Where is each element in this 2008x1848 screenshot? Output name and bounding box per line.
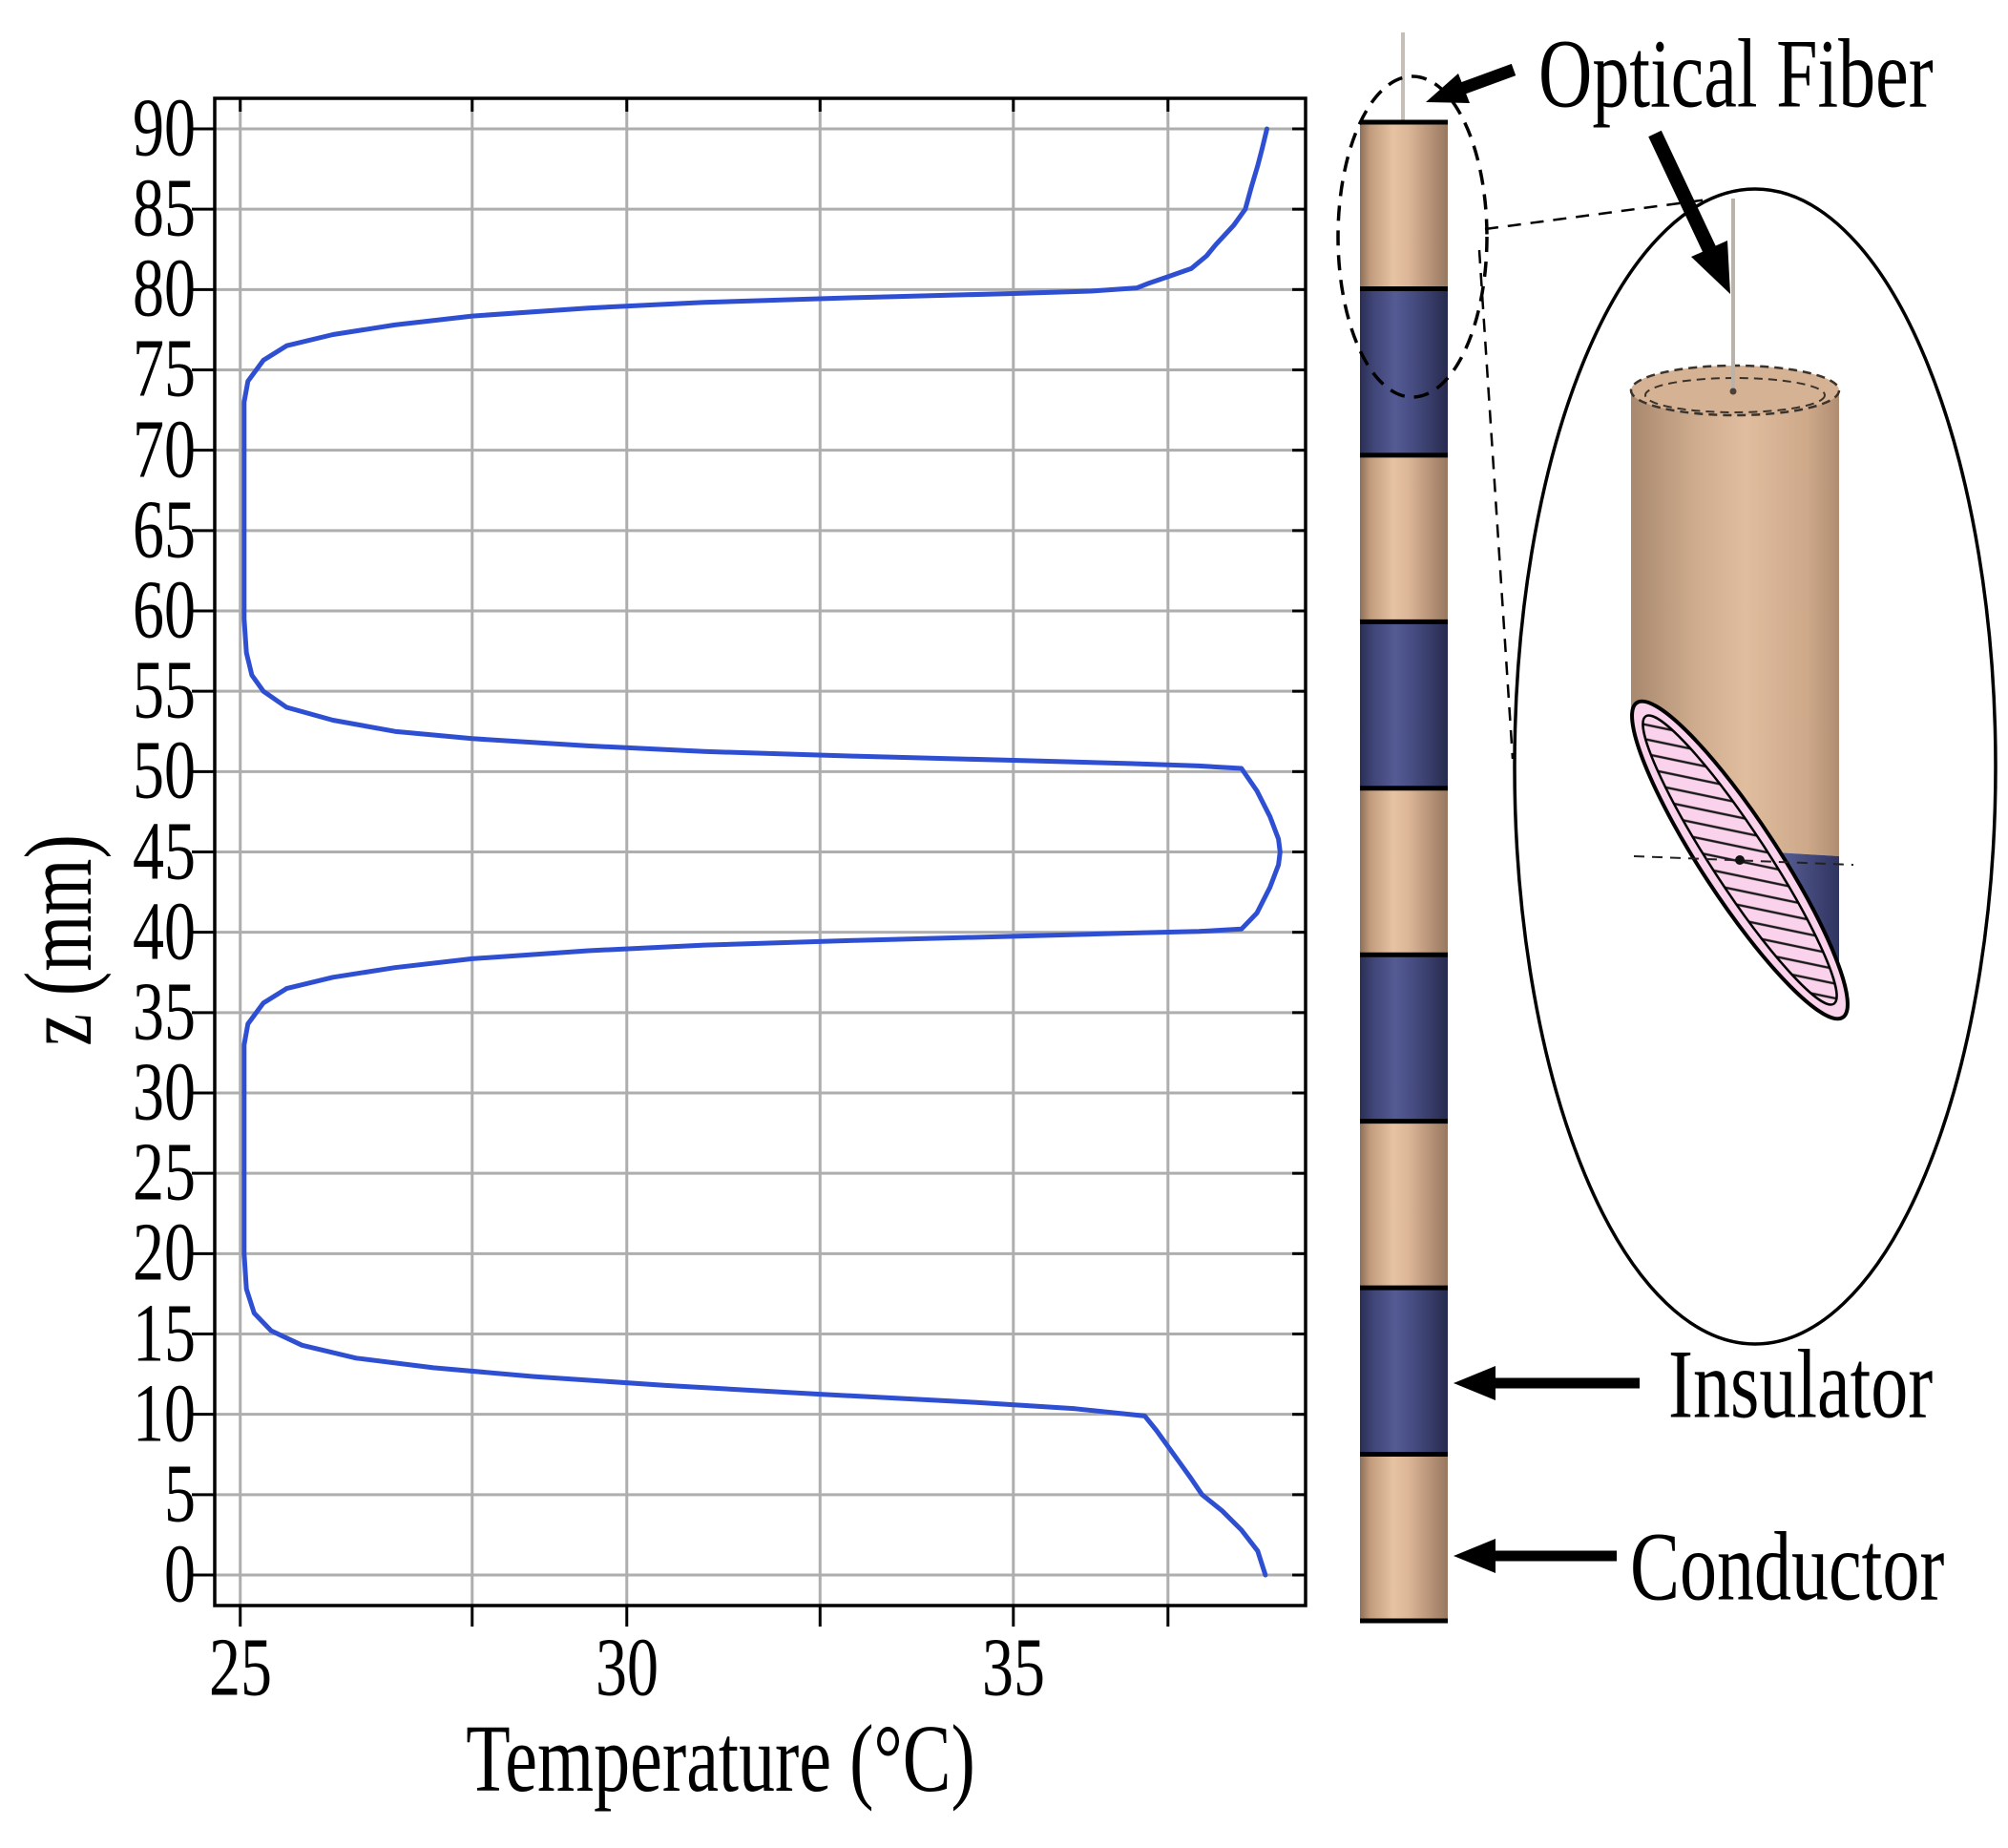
arrow-insulator	[1454, 1366, 1640, 1400]
callout-connector-bottom	[1477, 249, 1515, 760]
x-tick-label: 35	[982, 1622, 1045, 1714]
probe-cylinder	[1360, 119, 1448, 1624]
probe-segment-conductor	[1360, 788, 1448, 956]
y-tick-label: 30	[133, 1046, 196, 1139]
temperature-curve-path	[241, 126, 1283, 1578]
y-tick-label: 0	[164, 1528, 196, 1621]
callout-connector-top	[1484, 195, 1730, 231]
y-tick-label: 70	[133, 404, 196, 496]
y-tick-label: 60	[133, 564, 196, 657]
y-tick-label: 50	[133, 724, 196, 817]
plot-frame-and-ticks	[192, 96, 1307, 1627]
probe-segment-conductor	[1360, 454, 1448, 622]
y-tick-label: 25	[133, 1126, 196, 1219]
y-tick-label: 45	[133, 806, 196, 898]
y-tick-label: 10	[133, 1368, 196, 1460]
y-tick-label: 90	[133, 82, 196, 175]
inset-cylinder-inner-rim	[1644, 377, 1826, 413]
probe-segment-insulator	[1360, 955, 1448, 1122]
probe-segment-insulator	[1360, 621, 1448, 788]
plot-gridlines	[215, 98, 1306, 1606]
optical-fiber-label: Optical Fiber	[1538, 17, 1934, 128]
probe-segment-insulator	[1360, 288, 1448, 455]
arrow-conductor	[1454, 1539, 1617, 1573]
x-tick-label: 30	[596, 1622, 659, 1714]
temperature-curve	[241, 126, 1283, 1578]
y-tick-label: 55	[133, 644, 196, 737]
y-tick-label: 80	[133, 242, 196, 335]
y-tick-label: 40	[133, 886, 196, 978]
x-axis-title: Temperature (°C)	[466, 1706, 975, 1813]
y-tick-label: 35	[133, 966, 196, 1059]
callout-dashed-ellipse	[1336, 74, 1489, 399]
y-tick-label: 20	[133, 1207, 196, 1299]
probe-segment-conductor	[1360, 1454, 1448, 1621]
probe-segment-conductor	[1360, 1121, 1448, 1289]
y-tick-label: 75	[133, 323, 196, 415]
conductor-label: Conductor	[1630, 1510, 1945, 1621]
y-tick-label: 15	[133, 1288, 196, 1380]
y-tick-label: 65	[133, 484, 196, 577]
y-tick-label: 85	[133, 162, 196, 255]
y-tick-label: 5	[164, 1448, 196, 1541]
cross-section-center-dot	[1735, 855, 1745, 865]
x-tick-label: 25	[209, 1622, 272, 1714]
inset-fiber-entry-dot	[1729, 388, 1737, 395]
magnified-inset	[1513, 187, 1998, 1346]
insulator-label: Insulator	[1668, 1328, 1934, 1438]
arrow-optical-fiber-to-probe	[1426, 63, 1516, 103]
arrow-optical-fiber-to-inset	[1648, 130, 1730, 294]
probe-segment-insulator	[1360, 1288, 1448, 1455]
probe-segment-conductor	[1360, 122, 1448, 289]
